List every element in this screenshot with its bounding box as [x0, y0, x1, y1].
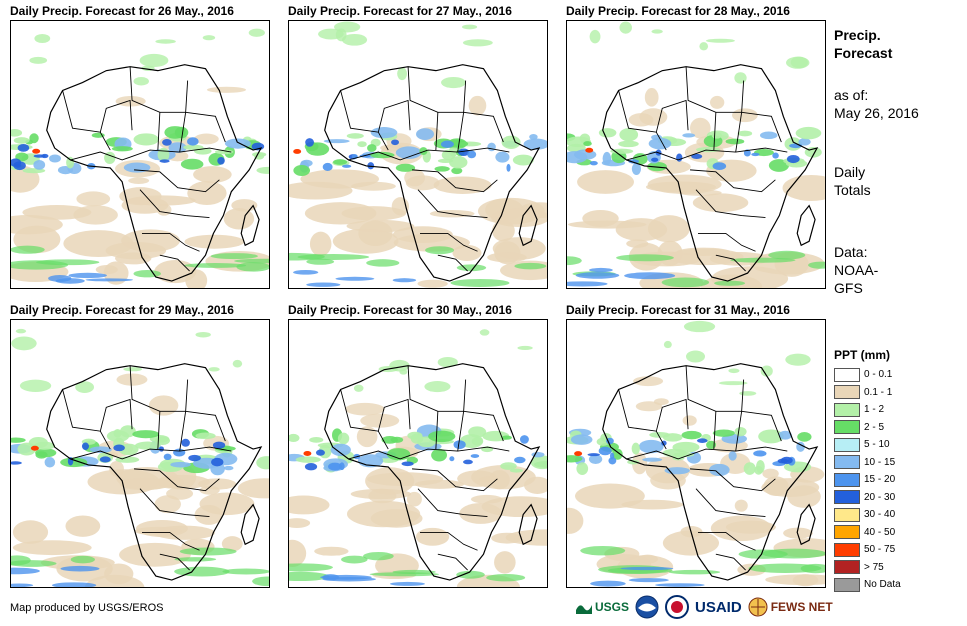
panel-title: Daily Precip. Forecast for 29 May., 2016 [10, 303, 234, 317]
usaid-seal [665, 595, 690, 619]
usgs-logo: USGS [576, 600, 629, 614]
precip-map [288, 20, 548, 289]
usgs-wave-icon [576, 605, 592, 614]
legend-swatch [834, 385, 860, 400]
africa-map [11, 28, 269, 288]
legend-item: 10 - 15 [834, 454, 954, 472]
legend-item: 50 - 75 [834, 541, 954, 559]
totals-block: Daily Totals [834, 163, 871, 199]
legend-label: 30 - 40 [864, 509, 896, 521]
asof-date: May 26, 2016 [834, 105, 919, 121]
legend-label: 10 - 15 [864, 456, 896, 468]
as-of-block: as of: May 26, 2016 [834, 86, 919, 122]
legend-swatch [834, 490, 860, 505]
precip-map [10, 319, 270, 588]
totals-line-2: Totals [834, 182, 871, 198]
precip-map [566, 20, 826, 289]
legend-item: 2 - 5 [834, 419, 954, 437]
legend-label: 20 - 30 [864, 491, 896, 503]
agency-logos: USGS USAID FEWS NET [576, 593, 833, 621]
legend-rows: 0 - 0.1 0.1 - 1 1 - 2 2 - 5 5 - 10 10 - 15 15 … [834, 366, 954, 594]
usgs-logo-text: USGS [595, 600, 630, 614]
legend-title: PPT (mm) [834, 348, 891, 362]
africa-map [289, 329, 547, 587]
legend-label: 40 - 50 [864, 526, 896, 538]
legend-item: > 75 [834, 559, 954, 577]
legend-swatch [834, 525, 860, 540]
fews-net-logo-text: FEWS NET [770, 600, 833, 614]
precip-map [10, 20, 270, 289]
data-line-2: NOAA- [834, 262, 879, 278]
legend-swatch [834, 402, 860, 417]
legend-label: > 75 [864, 561, 884, 573]
legend-swatch [834, 560, 860, 575]
legend-item: 1 - 2 [834, 401, 954, 419]
precip-map [288, 319, 548, 588]
heading-line-1: Precip. [834, 27, 881, 43]
legend-item: 15 - 20 [834, 471, 954, 489]
legend-item: 5 - 10 [834, 436, 954, 454]
fews-globe-icon [748, 597, 768, 617]
heading-line-2: Forecast [834, 45, 893, 61]
data-line-1: Data: [834, 244, 868, 260]
legend-swatch [834, 507, 860, 522]
africa-map [11, 328, 269, 587]
legend-item: No Data [834, 576, 954, 594]
fews-net-logo: FEWS NET [748, 597, 833, 617]
legend-item: 20 - 30 [834, 489, 954, 507]
panel-title: Daily Precip. Forecast for 31 May., 2016 [566, 303, 790, 317]
usaid-logo: USAID [695, 599, 742, 616]
legend-label: No Data [864, 579, 901, 591]
data-line-3: GFS [834, 280, 863, 296]
africa-map [567, 21, 825, 288]
usaid-seal-icon [665, 595, 690, 619]
legend-label: 15 - 20 [864, 474, 896, 486]
legend-item: 40 - 50 [834, 524, 954, 542]
totals-line-1: Daily [834, 164, 866, 180]
data-source-block: Data: NOAA- GFS [834, 243, 878, 297]
noaa-seal-icon [635, 595, 659, 619]
legend-label: 2 - 5 [864, 421, 885, 433]
africa-map [567, 320, 825, 587]
legend: PPT (mm) 0 - 0.1 0.1 - 1 1 - 2 2 - 5 5 - 10 1… [834, 348, 954, 594]
legend-label: 50 - 75 [864, 544, 896, 556]
forecast-heading: Precip. Forecast [834, 26, 892, 62]
legend-swatch [834, 542, 860, 557]
legend-swatch [834, 367, 860, 382]
legend-label: 1 - 2 [864, 404, 885, 416]
legend-swatch [834, 577, 860, 592]
panel-title: Daily Precip. Forecast for 26 May., 2016 [10, 4, 234, 18]
credit-text: Map produced by USGS/EROS [10, 602, 164, 614]
precip-map [566, 319, 826, 588]
legend-item: 0.1 - 1 [834, 384, 954, 402]
legend-label: 0 - 0.1 [864, 369, 893, 381]
legend-item: 0 - 0.1 [834, 366, 954, 384]
legend-swatch [834, 437, 860, 452]
legend-label: 0.1 - 1 [864, 386, 893, 398]
legend-item: 30 - 40 [834, 506, 954, 524]
legend-swatch [834, 420, 860, 435]
legend-swatch [834, 455, 860, 470]
asof-label: as of: [834, 87, 869, 103]
legend-swatch [834, 472, 860, 487]
noaa-logo [635, 595, 659, 619]
africa-map [289, 21, 547, 288]
panel-title: Daily Precip. Forecast for 27 May., 2016 [288, 4, 512, 18]
usaid-logo-text: USAID [695, 598, 742, 616]
panel-title: Daily Precip. Forecast for 28 May., 2016 [566, 4, 790, 18]
panel-title: Daily Precip. Forecast for 30 May., 2016 [288, 303, 512, 317]
legend-label: 5 - 10 [864, 439, 890, 451]
